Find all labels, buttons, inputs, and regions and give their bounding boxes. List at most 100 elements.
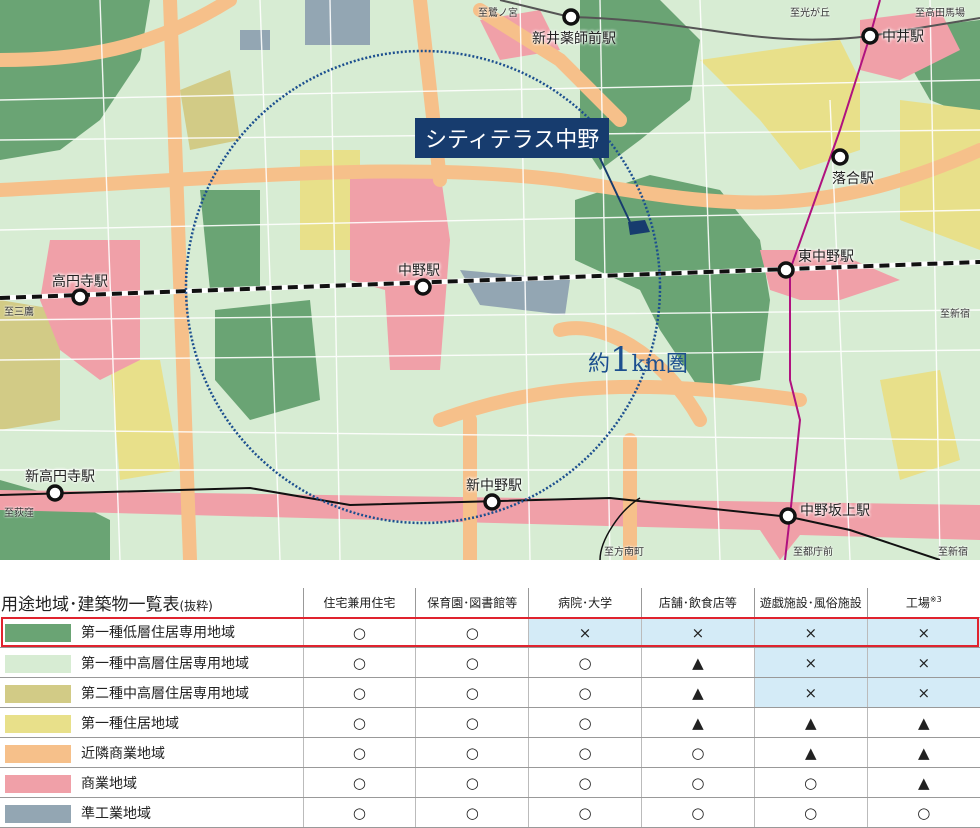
table-row: 商業地域 ○ ○ ○ ○ ○ ▲: [0, 767, 980, 798]
permission-cell: ×: [866, 617, 980, 648]
permission-cell: ○: [415, 617, 529, 648]
zone-name-cell: 第二種中高層住居専用地域: [0, 677, 303, 708]
zone-color-swatch: [5, 774, 71, 793]
permission-cell: ○: [415, 677, 529, 708]
permission-cell: ○: [415, 767, 529, 798]
permission-cell: ○: [415, 797, 529, 828]
direction-label: 至方南町: [604, 547, 644, 558]
direction-label: 至鷺ノ宮: [478, 8, 518, 19]
table-row: 第一種低層住居専用地域 ○ ○ × × × ×: [0, 617, 980, 648]
direction-label: 至荻窪: [4, 508, 34, 519]
table-row: 第一種中高層住居専用地域 ○ ○ ○ ▲ × ×: [0, 647, 980, 678]
permission-cell: ○: [640, 797, 755, 828]
zone-name-cell: 第一種中高層住居専用地域: [0, 647, 303, 678]
station-label: 中野坂上駅: [800, 503, 870, 519]
radius-prefix: 約: [588, 352, 611, 377]
table-header-row: 用途地域･建築物一覧表(抜粋) 住宅兼用住宅 保育園･図書館等 病院･大学 店舗…: [0, 588, 980, 618]
zone-name-cell: 近隣商業地域: [0, 737, 303, 768]
permission-cell: ○: [302, 797, 416, 828]
column-header: 住宅兼用住宅: [302, 588, 416, 618]
station-label: 東中野駅: [798, 249, 854, 265]
direction-label: 至三鷹: [4, 307, 34, 318]
permission-cell: ×: [528, 617, 642, 648]
permission-cell: ○: [415, 647, 529, 678]
permission-cell: ○: [528, 797, 642, 828]
zone-name: 第一種住居地域: [81, 715, 179, 732]
permission-cell: ×: [640, 617, 755, 648]
zone-name-cell: 準工業地域: [0, 797, 303, 828]
table-title-text: 用途地域･建築物一覧表: [1, 595, 180, 616]
radius-number: 1: [610, 340, 632, 380]
station-label: 中井駅: [882, 29, 924, 45]
permission-cell: ×: [753, 647, 868, 678]
table-title: 用途地域･建築物一覧表(抜粋): [0, 588, 303, 618]
permission-cell: ○: [528, 677, 642, 708]
table-row: 近隣商業地域 ○ ○ ○ ○ ▲ ▲: [0, 737, 980, 768]
station-label: 新高円寺駅: [25, 469, 95, 485]
zoning-table: 用途地域･建築物一覧表(抜粋) 住宅兼用住宅 保育園･図書館等 病院･大学 店舗…: [0, 588, 980, 828]
permission-cell: ○: [866, 797, 980, 828]
zone-color-swatch: [5, 804, 71, 823]
permission-cell: ▲: [753, 707, 868, 738]
column-header-text: 工場: [905, 596, 930, 610]
zone-name: 第二種中高層住居専用地域: [81, 685, 249, 702]
direction-label: 至新宿: [938, 547, 968, 558]
permission-cell: ○: [528, 737, 642, 768]
column-header: 遊戯施設･風俗施設: [753, 588, 868, 618]
zone-name-cell: 第一種低層住居専用地域: [0, 617, 303, 648]
property-callout: シティテラス中野: [415, 118, 610, 158]
direction-label: 至光が丘: [790, 8, 830, 19]
station-label: 落合駅: [832, 171, 874, 187]
permission-cell: ○: [528, 647, 642, 678]
column-header: 工場※3: [866, 588, 980, 618]
zone-name: 準工業地域: [81, 805, 151, 822]
column-header: 保育園･図書館等: [415, 588, 529, 618]
column-header: 店舗･飲食店等: [640, 588, 755, 618]
permission-cell: ○: [528, 767, 642, 798]
table-row: 第一種住居地域 ○ ○ ○ ▲ ▲ ▲: [0, 707, 980, 738]
permission-cell: ○: [753, 797, 868, 828]
table-row: 第二種中高層住居専用地域 ○ ○ ○ ▲ × ×: [0, 677, 980, 708]
permission-cell: ×: [753, 617, 868, 648]
station-label: 新井薬師前駅: [532, 31, 616, 47]
direction-label: 至高田馬場: [915, 8, 965, 19]
station-label: 新中野駅: [466, 478, 522, 494]
permission-cell: ×: [866, 677, 980, 708]
permission-cell: ▲: [753, 737, 868, 768]
permission-cell: ▲: [640, 647, 755, 678]
zone-name: 第一種低層住居専用地域: [81, 625, 235, 642]
permission-cell: ×: [753, 677, 868, 708]
permission-cell: ○: [415, 707, 529, 738]
footnote-mark: ※3: [929, 595, 942, 604]
radius-label: 約1km圏: [588, 340, 688, 380]
column-header: 病院･大学: [528, 588, 642, 618]
permission-cell: ×: [866, 647, 980, 678]
permission-cell: ▲: [866, 737, 980, 768]
station-label: 高円寺駅: [52, 274, 108, 290]
permission-cell: ○: [302, 737, 416, 768]
table-row: 準工業地域 ○ ○ ○ ○ ○ ○: [0, 797, 980, 828]
radius-suffix: km圏: [631, 352, 688, 377]
permission-cell: ○: [753, 767, 868, 798]
zone-name-cell: 第一種住居地域: [0, 707, 303, 738]
zone-color-swatch: [5, 624, 71, 643]
permission-cell: ○: [302, 647, 416, 678]
zone-color-swatch: [5, 684, 71, 703]
zone-color-swatch: [5, 744, 71, 763]
zone-color-swatch: [5, 654, 71, 673]
direction-label: 至新宿: [940, 309, 970, 320]
permission-cell: ○: [302, 617, 416, 648]
permission-cell: ○: [528, 707, 642, 738]
permission-cell: ▲: [866, 707, 980, 738]
zone-name-cell: 商業地域: [0, 767, 303, 798]
zone-name: 商業地域: [81, 775, 137, 792]
permission-cell: ○: [302, 677, 416, 708]
permission-cell: ▲: [866, 767, 980, 798]
zone-color-swatch: [5, 714, 71, 733]
station-markers: [46, 8, 879, 525]
permission-cell: ○: [415, 737, 529, 768]
permission-cell: ▲: [640, 677, 755, 708]
table-title-note: (抜粋): [179, 599, 213, 614]
direction-label: 至都庁前: [793, 547, 833, 558]
station-label: 中野駅: [398, 263, 440, 279]
